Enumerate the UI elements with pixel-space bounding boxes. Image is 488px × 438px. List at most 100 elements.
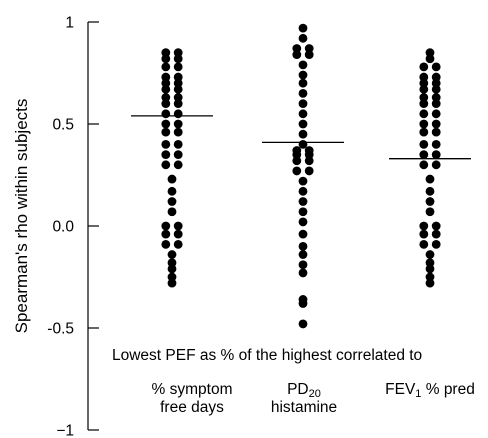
category-label-main: PD: [287, 381, 309, 398]
data-point: [173, 48, 183, 57]
data-point: [298, 299, 308, 308]
data-point: [298, 268, 308, 278]
data-point: [419, 62, 429, 72]
data-point: [304, 44, 314, 53]
data-point: [173, 84, 183, 94]
data-point: [419, 239, 429, 249]
data-point: [298, 99, 308, 108]
data-point: [161, 150, 171, 160]
data-point: [431, 62, 441, 72]
data-point: [173, 119, 183, 129]
data-point: [292, 166, 302, 176]
category-label-line1: PD20: [254, 381, 354, 400]
data-point: [431, 239, 441, 249]
data-point: [173, 140, 183, 149]
data-point: [431, 160, 441, 170]
data-point: [431, 140, 441, 149]
data-point: [173, 78, 183, 88]
data-point: [173, 62, 183, 72]
data-point: [173, 229, 183, 239]
data-point: [173, 221, 183, 231]
data-point: [431, 150, 441, 160]
data-point: [419, 127, 429, 137]
data-point: [298, 197, 308, 206]
data-point: [167, 174, 177, 184]
data-point: [298, 89, 308, 98]
data-point: [173, 93, 183, 102]
data-point: [298, 23, 308, 33]
data-point: [298, 78, 308, 88]
data-point: [298, 229, 308, 239]
data-point: [425, 207, 435, 217]
data-point: [298, 109, 308, 119]
data-point: [304, 166, 314, 176]
y-tick-label: 0.5: [52, 117, 74, 134]
data-point: [298, 129, 308, 139]
data-point: [425, 54, 435, 64]
data-point: [298, 186, 308, 196]
y-tick-label: −1: [56, 423, 74, 438]
data-point: [167, 250, 177, 259]
data-point: [167, 278, 177, 288]
data-point: [425, 186, 435, 196]
data-point: [304, 156, 314, 166]
data-point: [167, 207, 177, 217]
data-point: [292, 156, 302, 166]
data-point: [292, 150, 302, 160]
data-point: [173, 99, 183, 108]
data-point: [167, 264, 177, 274]
data-point: [173, 72, 183, 82]
data-point: [425, 48, 435, 57]
data-point: [431, 72, 441, 82]
data-point: [431, 119, 441, 129]
data-point: [161, 99, 171, 108]
data-point: [419, 99, 429, 108]
data-point: [298, 260, 308, 270]
data-point: [298, 319, 308, 329]
data-point: [425, 272, 435, 282]
data-point: [419, 229, 429, 239]
data-point: [425, 278, 435, 288]
data-point: [419, 221, 429, 231]
data-point: [161, 62, 171, 72]
data-point: [173, 54, 183, 64]
data-point: [431, 221, 441, 231]
data-point: [161, 78, 171, 88]
data-point: [298, 33, 308, 43]
data-point: [161, 160, 171, 170]
data-point: [161, 239, 171, 249]
data-point: [167, 272, 177, 282]
data-point: [173, 109, 183, 119]
data-point: [161, 93, 171, 102]
category-label-symptom-free-days: % symptom free days: [132, 381, 252, 417]
data-point: [419, 109, 429, 119]
category-label-main: FEV: [385, 381, 416, 398]
data-point: [419, 78, 429, 88]
y-tick-label: -0.5: [47, 321, 74, 338]
data-point: [173, 160, 183, 170]
category-label-line1: % symptom: [151, 381, 233, 398]
data-point: [161, 84, 171, 94]
data-point: [173, 150, 183, 160]
data-point: [431, 229, 441, 239]
chart-caption: Lowest PEF as % of the highest correlate…: [112, 347, 423, 364]
data-point: [419, 84, 429, 94]
data-point: [167, 186, 177, 196]
data-point: [425, 258, 435, 268]
data-point: [431, 127, 441, 137]
data-point: [425, 197, 435, 206]
category-label-line2: histamine: [270, 399, 338, 416]
data-point: [292, 50, 302, 60]
data-point: [292, 44, 302, 53]
data-point: [173, 127, 183, 137]
category-label-fev1-pred: FEV1 % pred: [372, 381, 488, 400]
data-point: [161, 48, 171, 57]
category-label-subscript: 1: [415, 388, 422, 400]
data-point: [173, 239, 183, 249]
data-point: [161, 221, 171, 231]
data-point: [419, 119, 429, 129]
category-label-line1: FEV1 % pred: [372, 381, 488, 400]
category-label-subscript: 20: [308, 388, 321, 400]
data-point: [419, 140, 429, 149]
